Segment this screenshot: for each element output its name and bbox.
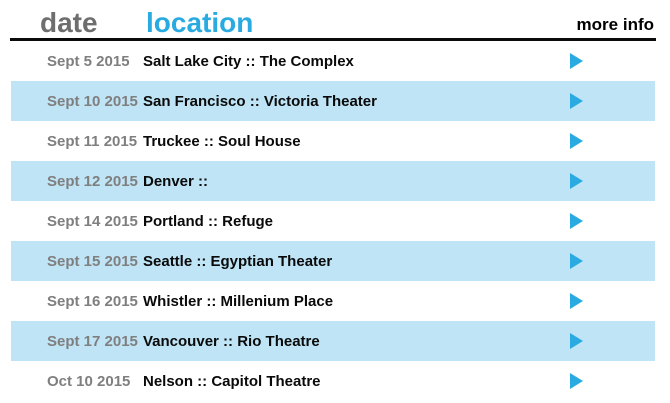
more-info-button[interactable]: [570, 373, 583, 389]
column-header-date: date: [40, 7, 98, 38]
table-header: date location more info: [0, 0, 670, 38]
table-row: Sept 17 2015 Vancouver :: Rio Theatre: [11, 321, 655, 361]
more-info-button[interactable]: [570, 173, 583, 189]
event-date: Sept 10 2015: [47, 92, 138, 110]
more-info-button[interactable]: [570, 253, 583, 269]
rows: Sept 5 2015 Salt Lake City :: The Comple…: [11, 41, 655, 401]
event-date: Sept 16 2015: [47, 292, 138, 310]
table-row: Sept 11 2015 Truckee :: Soul House: [11, 121, 655, 161]
more-info-button[interactable]: [570, 133, 583, 149]
event-location: Whistler :: Millenium Place: [143, 292, 334, 310]
column-header-location: location: [146, 7, 254, 38]
table-row: Sept 12 2015 Denver ::: [11, 161, 655, 201]
more-info-button[interactable]: [570, 293, 583, 309]
event-location: Nelson :: Capitol Theatre: [143, 372, 321, 390]
event-date: Sept 5 2015: [47, 52, 130, 70]
table-row: Sept 15 2015 Seattle :: Egyptian Theater: [11, 241, 655, 281]
play-arrow-icon: [570, 133, 583, 149]
header-divider: [10, 38, 656, 41]
play-arrow-icon: [570, 173, 583, 189]
event-date: Sept 17 2015: [47, 332, 138, 350]
more-info-button[interactable]: [570, 213, 583, 229]
event-location: Vancouver :: Rio Theatre: [143, 332, 320, 350]
table-row: Oct 10 2015 Nelson :: Capitol Theatre: [11, 361, 655, 401]
play-arrow-icon: [570, 373, 583, 389]
more-info-button[interactable]: [570, 53, 583, 69]
more-info-button[interactable]: [570, 93, 583, 109]
more-info-button[interactable]: [570, 333, 583, 349]
event-date: Sept 11 2015: [47, 132, 138, 150]
event-location: Salt Lake City :: The Complex: [143, 52, 354, 70]
table-row: Sept 10 2015 San Francisco :: Victoria T…: [11, 81, 655, 121]
play-arrow-icon: [570, 253, 583, 269]
event-location: Truckee :: Soul House: [143, 132, 301, 150]
column-header-more-info: more info: [576, 15, 654, 34]
play-arrow-icon: [570, 213, 583, 229]
table-row: Sept 5 2015 Salt Lake City :: The Comple…: [11, 41, 655, 81]
event-location: Seattle :: Egyptian Theater: [143, 252, 333, 270]
event-location: Denver ::: [143, 172, 209, 190]
event-location: Portland :: Refuge: [143, 212, 273, 230]
event-date: Sept 12 2015: [47, 172, 138, 190]
event-date: Sept 15 2015: [47, 252, 138, 270]
play-arrow-icon: [570, 53, 583, 69]
event-date: Oct 10 2015: [47, 372, 131, 390]
table-row: Sept 16 2015 Whistler :: Millenium Place: [11, 281, 655, 321]
play-arrow-icon: [570, 333, 583, 349]
play-arrow-icon: [570, 293, 583, 309]
table-row: Sept 14 2015 Portland :: Refuge: [11, 201, 655, 241]
event-location: San Francisco :: Victoria Theater: [143, 92, 377, 110]
event-date: Sept 14 2015: [47, 212, 138, 230]
play-arrow-icon: [570, 93, 583, 109]
